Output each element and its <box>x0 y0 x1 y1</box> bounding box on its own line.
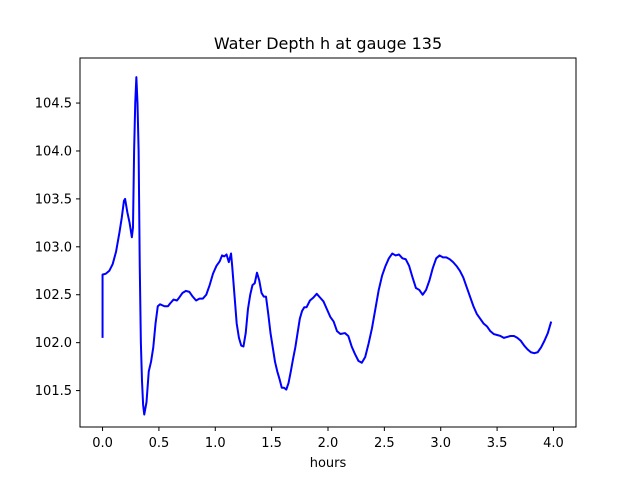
chart-title: Water Depth h at gauge 135 <box>214 34 442 53</box>
y-tick-label: 103.5 <box>35 192 72 207</box>
x-tick-label: 2.0 <box>318 436 339 451</box>
x-tick-label: 1.5 <box>261 436 282 451</box>
series-line-water-depth <box>101 76 553 416</box>
x-tick-label: 1.0 <box>205 436 226 451</box>
y-axis: 101.5 102.0 102.5 103.0 103.5 104.0 104.5 <box>35 97 80 399</box>
y-tick-label: 102.5 <box>35 288 72 303</box>
x-axis-label: hours <box>310 456 347 471</box>
y-tick-label: 104.0 <box>35 144 72 159</box>
y-tick-label: 102.0 <box>35 336 72 351</box>
x-tick-label: 3.0 <box>430 436 451 451</box>
x-tick-label: 3.5 <box>487 436 508 451</box>
y-tick-label: 101.5 <box>35 384 72 399</box>
x-axis: 0.0 0.5 1.0 1.5 2.0 2.5 3.0 3.5 4.0 <box>92 427 564 451</box>
y-tick-label: 103.0 <box>35 240 72 255</box>
plot-area-frame <box>79 57 577 428</box>
x-tick-label: 0.5 <box>149 436 170 451</box>
x-tick-label: 2.5 <box>374 436 395 451</box>
y-tick-label: 104.5 <box>35 97 72 112</box>
x-tick-label: 4.0 <box>543 436 564 451</box>
x-tick-label: 0.0 <box>92 436 113 451</box>
